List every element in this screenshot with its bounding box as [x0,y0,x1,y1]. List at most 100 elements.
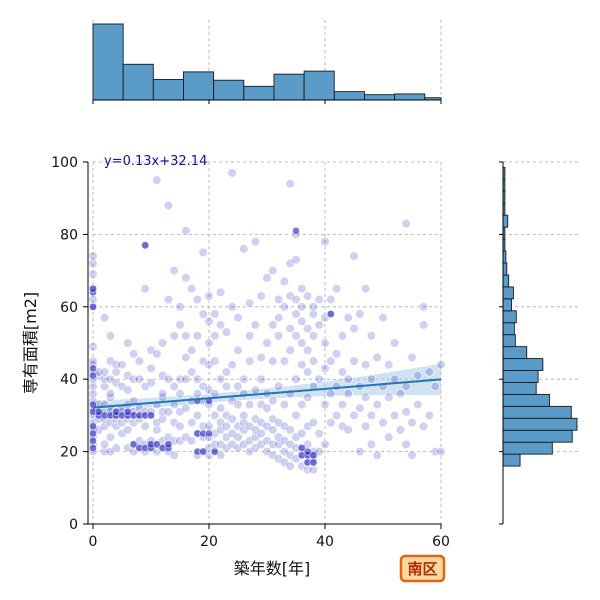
scatter-point-dense [89,284,97,293]
scatter-point [343,313,353,323]
right-hist-bar [502,417,578,431]
scatter-point [308,309,319,319]
scatter-point [326,389,336,399]
scatter-point [111,443,121,453]
scatter-point [245,298,255,308]
right-hist-bar [502,298,512,312]
scatter-point [285,345,295,355]
right-hist-bar [502,441,553,455]
scatter-point [227,414,237,424]
scatter-point [297,399,307,410]
scatter-point [198,356,208,366]
x-axis-title: 築年数[年] [234,559,311,578]
scatter-point [343,374,353,384]
scatter-point [361,421,371,431]
scatter-point [256,291,266,301]
scatter-point-dense [141,241,150,250]
scatter-point [314,447,324,457]
scatter-point [279,399,290,410]
scatter-point [285,425,295,435]
scatter-point [262,338,272,348]
scatter-point [285,323,295,334]
scatter-point [419,320,429,330]
scatter-point [366,374,377,384]
scatter-point [175,320,185,330]
scatter-point [262,447,272,457]
axes: 0 20 40 60 0 20 40 60 80 100 [51,155,450,550]
scatter-point [105,356,115,366]
scatter-point-dense [292,226,300,235]
scatter-point [123,370,133,381]
scatter-point [314,374,324,384]
scatter-point-dense [89,444,97,452]
scatter-point [105,331,115,341]
scatter-point [355,403,365,413]
scatter-point [181,352,191,363]
scatter-point [332,349,342,359]
scatter-point [297,461,307,471]
scatter-point [210,356,220,366]
scatter-point [181,374,191,384]
scatter-point-dense [89,429,97,438]
scatter-point [268,320,278,330]
scatter-point [129,349,139,359]
scatter-point-dense [205,429,213,438]
scatter-point [175,302,185,312]
scatter-point [204,385,214,395]
scatter-point [297,360,307,370]
scatter-point [343,425,353,435]
scatter-point [181,226,191,236]
scatter-point [210,331,220,341]
scatter-point-dense [89,422,97,431]
scatter-point [198,381,208,392]
scatter-point [274,331,284,341]
scatter-point [227,168,237,178]
scatter-point [187,436,197,446]
top-hist-bar [333,91,365,101]
scatter-point [291,374,301,384]
scatter-point [227,360,237,370]
regression-line-path [92,378,442,409]
scatter-point [274,313,284,323]
scatter-point [152,175,162,185]
scatter-point [221,410,231,421]
scatter-point [285,439,295,449]
scatter-point [105,432,115,442]
scatter-point [279,276,290,287]
scatter-point [233,399,243,410]
scatter-point [262,436,272,446]
scatter-point [314,428,324,439]
scatter-point [239,418,249,428]
scatter-point [384,432,394,442]
scatter-point [198,309,208,319]
scatter-point [303,367,313,377]
scatter-point [349,356,359,366]
scatter-point [279,447,290,457]
scatter-point [274,439,284,449]
top-hist-bar [303,70,335,101]
right-hist-bar [502,214,509,228]
y-tick-label: 20 [60,445,78,461]
scatter-point [256,399,266,410]
scatter-point [140,421,150,431]
scatter-point [187,367,197,377]
right-hist-bar [502,405,572,419]
scatter-point [105,392,115,402]
scatter-point [337,331,348,341]
scatter-point [192,410,202,421]
scatter-point [117,360,127,370]
scatter-point [407,450,417,460]
right-hist-bar [502,334,516,348]
scatter-point [163,200,173,211]
x-tick-label: 60 [432,534,450,550]
scatter-point [250,414,260,424]
scatter-point-dense [199,447,208,456]
scatter-point [216,425,226,435]
scatter-point [291,432,301,442]
scatter-point [221,367,231,377]
scatter-point [308,356,319,366]
scatter-point [169,418,179,428]
scatter-point [413,399,423,410]
scatter-point [146,378,156,388]
scatter-point [181,403,191,413]
